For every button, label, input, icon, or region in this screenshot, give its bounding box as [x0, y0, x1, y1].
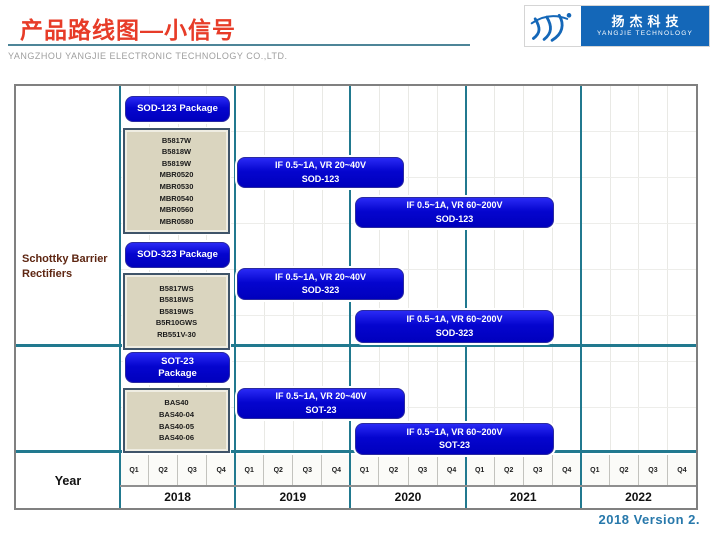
logo-cn-text: 扬杰科技 — [611, 14, 684, 30]
quarter-cell: Q2 — [264, 455, 294, 485]
horizontal-gridline — [120, 131, 696, 132]
group-label-schottky: Schottky Barrier Rectifiers — [22, 253, 108, 280]
year-gridline — [580, 86, 582, 508]
quarter-gridline — [206, 86, 207, 450]
horizontal-gridline — [120, 269, 696, 270]
quarter-gridline — [178, 86, 179, 450]
roadmap-bar-sot23-vr60-200: IF 0.5~1A, VR 60~200V SOT-23 — [355, 423, 554, 455]
quarter-gridline — [638, 86, 639, 450]
quarter-cell: Q4 — [216, 466, 226, 474]
quarter-row: Q1 Q2 Q3 Q4 — [350, 455, 466, 485]
year-gridline — [234, 86, 236, 508]
year-column-2018: Q1 Q2 Q3 Q4 2018 — [120, 455, 236, 508]
quarter-cell: Q3 — [524, 455, 553, 485]
horizontal-gridline — [120, 407, 696, 408]
parts-box-sod323: B5817WS B5818WS B5819WS B5R10GWS RB551V-… — [123, 273, 230, 350]
year-gridline — [465, 86, 467, 508]
quarter-row: Q1 Q2 Q3 Q4 — [235, 455, 351, 485]
quarter-row: Q1 Q2 Q3 Q4 — [580, 455, 697, 485]
quarter-cell: Q1 — [466, 455, 495, 485]
year-column-2019: Q1 Q2 Q3 Q4 2019 — [235, 455, 351, 508]
package-button-sod323: SOD-323 Package — [125, 242, 230, 268]
quarter-cell: Q1 — [120, 455, 150, 485]
quarter-cell: Q4 — [331, 466, 342, 474]
title-underline — [8, 44, 470, 46]
page-title: 产品路线图—小信号 — [20, 17, 236, 43]
roadmap-bar-sod123-vr60-200: IF 0.5~1A, VR 60~200V SOD-123 — [355, 197, 554, 228]
roadmap-bar-sod123-vr20-40: IF 0.5~1A, VR 20~40V SOD-123 — [237, 157, 404, 188]
year-label: 2022 — [580, 485, 697, 508]
quarter-gridline — [667, 86, 668, 450]
quarter-gridline — [523, 86, 524, 450]
horizontal-gridline — [120, 177, 696, 178]
quarter-cell: Q2 — [149, 455, 179, 485]
yangjie-logo-mark-icon — [525, 6, 581, 46]
quarter-cell: Q1 — [350, 455, 380, 485]
quarter-row: Q1 Q2 Q3 Q4 — [120, 455, 236, 485]
parts-box-sot23: BAS40 BAS40-04 BAS40-05 BAS40-06 — [123, 388, 230, 453]
quarter-cell: Q4 — [562, 466, 572, 474]
quarter-cell: Q2 — [379, 455, 409, 485]
year-label: 2018 — [120, 485, 236, 508]
quarter-cell: Q2 — [495, 455, 524, 485]
quarter-row: Q1 Q2 Q3 Q4 — [465, 455, 581, 485]
quarter-cell: Q2 — [610, 455, 639, 485]
quarter-year-divider-line — [120, 485, 696, 487]
roadmap-bar-sod323-vr60-200: IF 0.5~1A, VR 60~200V SOD-323 — [355, 310, 554, 343]
roadmap-chart: Schottky Barrier Rectifiers SOD-123 Pack… — [14, 84, 698, 510]
quarter-cell: Q4 — [677, 466, 687, 474]
year-label: 2021 — [465, 485, 581, 508]
year-label: 2020 — [350, 485, 466, 508]
quarter-cell: Q3 — [178, 455, 208, 485]
quarter-cell: Q1 — [581, 455, 610, 485]
quarter-gridline — [437, 86, 438, 450]
logo-text-block: 扬杰科技 YANGJIE TECHNOLOGY — [581, 6, 709, 46]
logo-en-text: YANGJIE TECHNOLOGY — [596, 29, 694, 37]
roadmap-bar-sot23-vr20-40: IF 0.5~1A, VR 20~40V SOT-23 — [237, 388, 405, 419]
section-divider-line — [16, 344, 696, 347]
package-button-sod123: SOD-123 Package — [125, 96, 230, 122]
quarter-gridline — [408, 86, 409, 450]
company-logo: 扬杰科技 YANGJIE TECHNOLOGY — [524, 5, 710, 47]
company-subtitle: YANGZHOU YANGJIE ELECTRONIC TECHNOLOGY C… — [8, 51, 288, 61]
version-note: 2018 Version 2. — [598, 512, 700, 527]
year-label: 2019 — [235, 485, 351, 508]
parts-box-sod123: B5817W B5818W B5819W MBR0520 MBR0530 MBR… — [123, 128, 230, 234]
quarter-gridline — [552, 86, 553, 450]
roadmap-bar-sod323-vr20-40: IF 0.5~1A, VR 20~40V SOD-323 — [237, 268, 404, 300]
quarter-gridline — [149, 86, 150, 450]
package-button-sot23: SOT-23 Package — [125, 352, 230, 383]
quarter-cell: Q4 — [446, 466, 457, 474]
year-column-2020: Q1 Q2 Q3 Q4 2020 — [350, 455, 466, 508]
year-gridline — [119, 86, 121, 508]
quarter-cell: Q1 — [235, 455, 265, 485]
year-column-2022: Q1 Q2 Q3 Q4 2022 — [580, 455, 697, 508]
quarter-cell: Q3 — [639, 455, 668, 485]
quarter-gridline — [610, 86, 611, 450]
quarter-gridline — [494, 86, 495, 450]
year-quarter-table: Q1 Q2 Q3 Q4 2018 Q1 Q2 Q3 Q4 2019 Q1 — [120, 455, 697, 508]
horizontal-gridline — [120, 361, 696, 362]
quarter-cell: Q3 — [293, 455, 323, 485]
year-axis-label: Year — [54, 474, 82, 488]
quarter-cell: Q3 — [409, 455, 438, 485]
year-column-2021: Q1 Q2 Q3 Q4 2021 — [465, 455, 581, 508]
